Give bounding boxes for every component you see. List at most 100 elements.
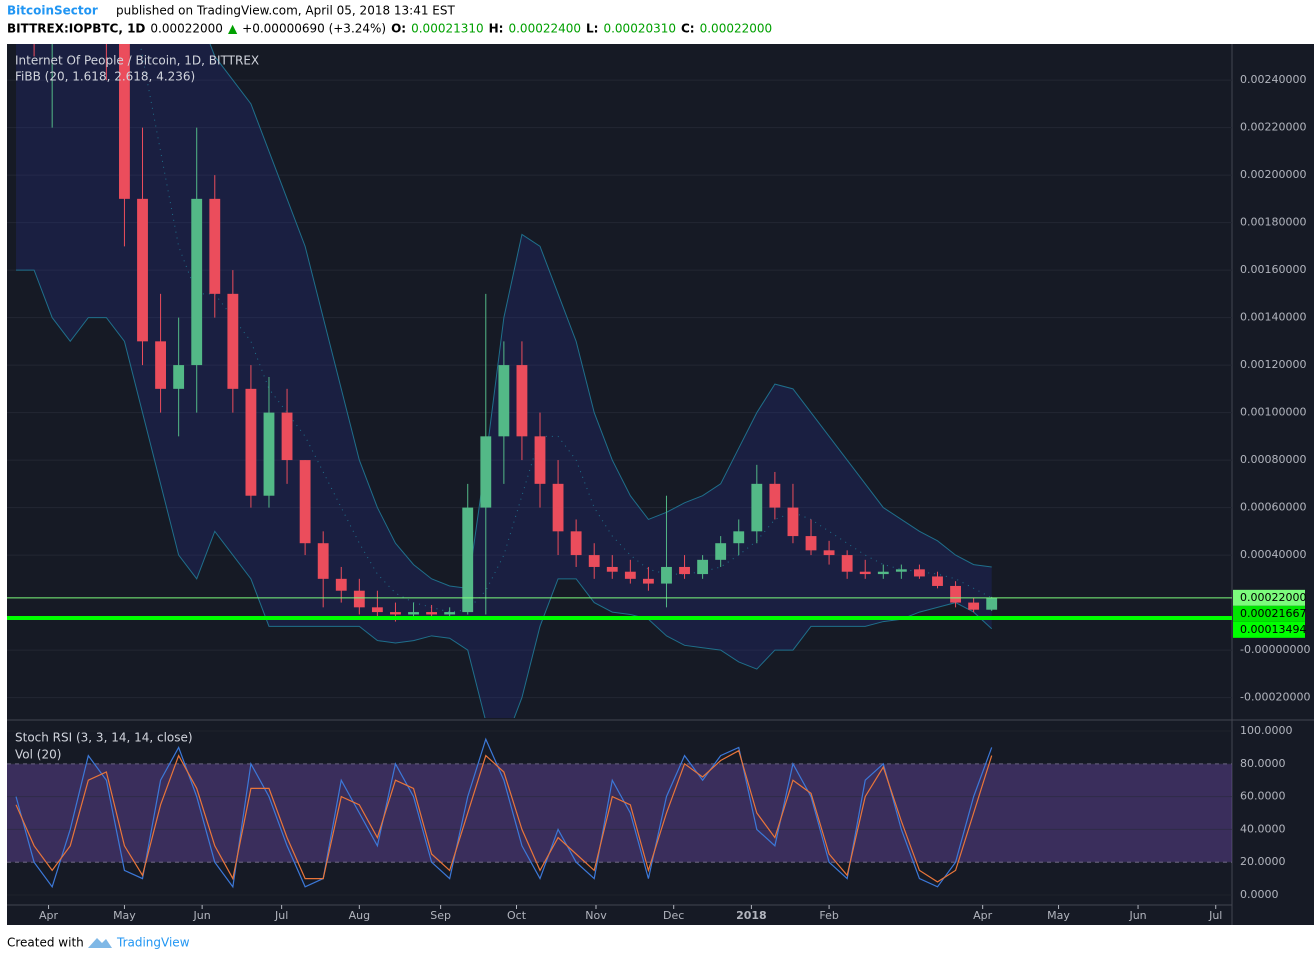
candle-body [390,612,401,615]
candle-body [263,412,275,496]
candle-body [137,198,148,342]
h-value: 0.00022400 [508,22,581,36]
x-tick-label: May [113,909,136,922]
y-tick-label: -0.00000000 [1240,643,1310,656]
candle-body [914,569,925,577]
candle-body [209,198,221,294]
x-tick-label: Sep [430,909,451,922]
candle-body [679,566,690,575]
x-tick-label: Apr [973,909,993,922]
x-tick-label: Oct [507,909,527,922]
candle-body [245,388,257,496]
candle-body [642,578,654,584]
last: 0.00022000 [150,22,223,36]
y-tick-label: 0.00060000 [1240,501,1306,514]
tv-logo [88,938,112,948]
candle-body [950,585,961,603]
candle-body [661,566,672,584]
x-tick-label: Nov [585,909,607,922]
l-label: L: [586,22,598,36]
candle-body [787,507,799,537]
candle-body [516,365,528,437]
candle-body [119,44,130,199]
candle-body [281,412,293,461]
author[interactable]: BitcoinSector [7,4,98,18]
y-tick-label: 20.0000 [1240,855,1286,868]
y-tick-label: 0.00200000 [1240,168,1306,181]
candle-body [498,365,510,437]
candle-body [624,571,636,579]
price-tag [1233,621,1305,638]
candle-body [173,365,185,389]
candle-body [155,341,166,389]
candle-body [697,559,709,575]
stoch-line [15,737,993,889]
candle-body [191,198,203,366]
y-tick-label: 0.00220000 [1240,121,1306,134]
price-tag-label: 0.00022000 [1240,591,1306,604]
price-title: Internet Of People / Bitcoin, 1D, BITTRE… [15,54,259,68]
candle-body [480,436,492,508]
candle-body [751,483,763,532]
price-tag [1233,589,1305,606]
x-tick-label: 2018 [736,909,767,922]
created-with: Created with [7,936,84,950]
y-tick-label: 80.0000 [1240,757,1286,770]
chart-bg [7,44,1314,925]
candle-body [227,293,239,389]
published: published on TradingView.com, April 05, … [116,4,456,18]
candle-body [805,536,817,551]
y-tick-label: 0.00140000 [1240,311,1306,324]
y-tick-label: 60.0000 [1240,790,1286,803]
x-tick-label: Jul [274,909,288,922]
candle-body [299,460,311,544]
o-value: 0.00021310 [411,22,484,36]
x-tick-label: Apr [39,909,59,922]
o-label: O: [391,22,406,36]
candle-body [426,612,438,615]
x-tick-label: Jun [1128,909,1146,922]
price-tag-label: 0.00021667 [1240,607,1306,620]
tv-brand[interactable]: TradingView [116,936,190,950]
price-pane [7,44,1232,718]
x-tick-label: Aug [349,909,370,922]
y-tick-label: 0.00080000 [1240,453,1306,466]
y-tick-label: 0.0000 [1240,888,1279,901]
x-tick-label: Dec [663,909,684,922]
stoch-line [15,749,993,883]
candle-body [335,578,347,591]
candle-body [895,569,907,572]
band-upper [209,44,992,589]
y-tick-label: 100.0000 [1240,724,1293,737]
candle-body [353,590,365,608]
symbol: BITTREX:IOPBTC, 1D [7,22,145,36]
y-tick-label: 40.0000 [1240,822,1286,835]
candle-body [877,571,889,575]
candle-body [317,543,329,579]
y-tick-label: -0.00020000 [1240,691,1310,704]
candle-body [932,576,943,586]
candle-body [733,531,745,544]
stoch-pane [7,730,1232,896]
y-tick-label: 0.00100000 [1240,406,1306,419]
quote-line: BITTREX:IOPBTC, 1D 0.00022000 ▲ +0.00000… [7,22,772,36]
x-tick-label: Jun [193,909,211,922]
candle-body [534,436,546,484]
candle-body [715,543,727,560]
c-value: 0.00022000 [700,22,773,36]
candle-body [444,612,456,615]
candle-body [823,550,835,556]
y-tick-label: 0.00240000 [1240,73,1306,86]
bb-legend: FiBB (20, 1.618, 2.618, 4.236) [15,70,195,84]
c-label: C: [681,22,695,36]
x-tick-label: Jul [1208,909,1222,922]
candle-body [371,607,383,613]
h-label: H: [489,22,504,36]
arrow: ▲ [228,22,238,36]
candle-body [769,483,781,508]
candle-body [859,571,871,575]
x-tick-label: May [1047,909,1070,922]
axes: 0.00240000 0.00220000 0.00200000 0.00180000… [39,73,1310,922]
band-lower [16,269,993,718]
